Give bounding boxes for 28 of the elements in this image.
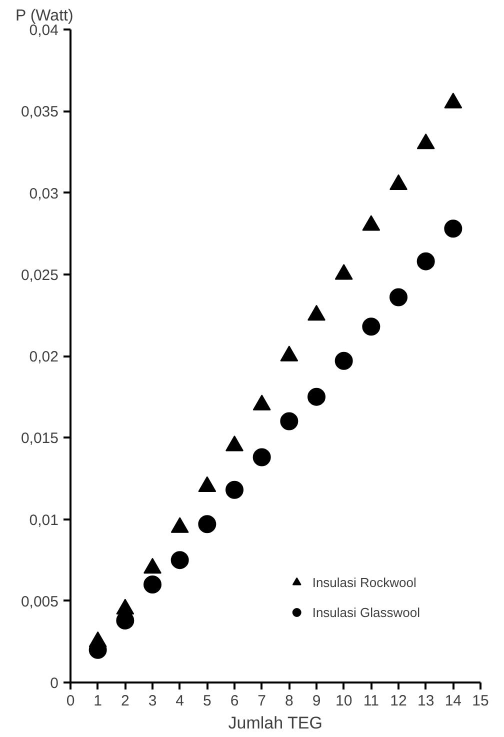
legend-label: Insulasi Glasswool [312, 604, 420, 620]
x-tick-label: 13 [417, 692, 434, 710]
x-tick-label: 6 [230, 692, 239, 710]
y-tick-label: 0,035 [20, 104, 59, 121]
x-tick-label: 5 [202, 692, 212, 710]
x-tick-label: 7 [258, 692, 266, 710]
y-tick-label: 0,03 [29, 185, 59, 202]
x-tick-label: 9 [312, 692, 321, 710]
y-tick-label: 0,025 [20, 266, 59, 284]
x-tick-label: 10 [335, 692, 352, 710]
x-tick-label: 11 [363, 692, 379, 710]
y-axis-title: P (Watt) [16, 8, 74, 24]
y-tick-label: 0,015 [20, 430, 59, 448]
y-tick-label: 0,005 [20, 593, 59, 610]
x-tick-label: 1 [94, 692, 102, 710]
y-tick-label: 0,02 [29, 348, 59, 366]
x-tick-label: 2 [120, 692, 130, 710]
x-tick-label: 4 [176, 692, 184, 710]
x-tick-label: 3 [148, 692, 157, 710]
x-tick-label: 8 [284, 692, 294, 710]
x-axis-title: Jumlah TEG [228, 714, 322, 732]
x-tick-label: 14 [444, 692, 462, 710]
y-tick-label: 0,01 [29, 512, 59, 529]
x-tick-label: 12 [390, 692, 407, 710]
x-tick-label: 15 [472, 692, 489, 710]
legend-label: Insulasi Rockwool [312, 574, 416, 590]
x-tick-label: 0 [66, 692, 75, 710]
y-tick-label: 0 [50, 675, 58, 692]
